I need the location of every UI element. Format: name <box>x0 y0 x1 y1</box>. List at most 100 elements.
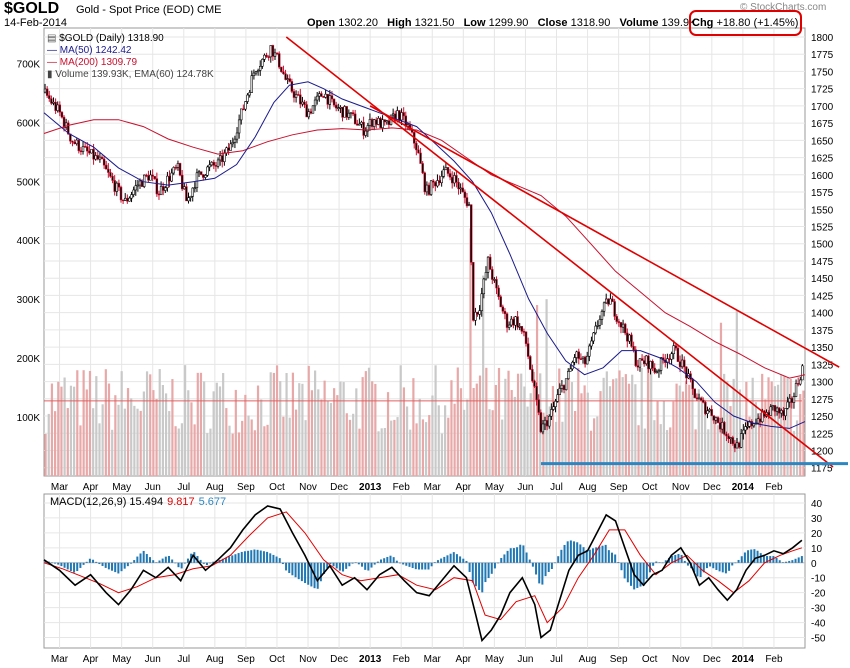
volume-bar <box>710 409 713 476</box>
volume-bar <box>624 374 627 476</box>
candle-body <box>708 409 711 412</box>
histogram-bar <box>351 562 354 564</box>
histogram-bar <box>506 550 509 563</box>
histogram-bar <box>186 558 189 563</box>
candle-body <box>780 410 783 414</box>
macd-x-tick-label: Jun <box>517 654 533 665</box>
macd-x-tick-label: Sep <box>610 654 628 665</box>
histogram-bar <box>417 562 420 570</box>
price-tick-label: 1225 <box>811 429 834 440</box>
volume-bar <box>428 415 431 476</box>
histogram-bar <box>256 549 259 563</box>
candle-body <box>235 132 239 140</box>
histogram-bar <box>332 562 335 567</box>
candle-body <box>469 204 473 263</box>
volume-bar <box>114 395 117 476</box>
histogram-bar <box>130 562 133 564</box>
volume-bar <box>193 424 196 476</box>
volume-bar <box>228 425 231 476</box>
histogram-bar <box>253 549 256 563</box>
candle-body <box>75 139 78 145</box>
candle-body <box>183 186 186 190</box>
price-x-tick-label: May <box>112 482 131 493</box>
candle-body <box>94 155 97 160</box>
candle-body <box>737 442 741 448</box>
histogram-bar <box>250 550 253 563</box>
volume-bar <box>431 395 434 476</box>
candle-body <box>699 397 703 401</box>
candle-body <box>632 346 635 351</box>
candle-body <box>628 334 631 342</box>
histogram-bar <box>737 559 740 563</box>
histogram-bar <box>85 561 88 563</box>
volume-bar <box>485 367 488 476</box>
volume-bar <box>120 371 123 476</box>
histogram-bar <box>535 562 538 575</box>
candle-body <box>307 111 310 118</box>
histogram-bar <box>88 558 91 563</box>
histogram-bar <box>297 562 300 580</box>
candle-body <box>195 172 199 189</box>
candle-body <box>482 278 486 295</box>
histogram-bar <box>519 544 522 563</box>
volume-bar <box>218 386 222 476</box>
histogram-bar <box>376 561 379 563</box>
candle-body <box>718 422 722 430</box>
volume-bar <box>304 420 307 476</box>
volume-bar <box>482 275 485 476</box>
histogram-bar <box>237 553 240 563</box>
volume-bar <box>187 390 190 476</box>
candle-body <box>771 405 775 408</box>
histogram-bar <box>538 562 541 584</box>
candle-body <box>434 182 437 187</box>
volume-bar <box>748 416 751 476</box>
volume-bar <box>180 423 184 476</box>
candle-body <box>334 104 338 109</box>
candle-body <box>488 256 492 270</box>
price-x-tick-label: Dec <box>703 482 721 493</box>
candle-body <box>231 142 235 145</box>
volume-bar <box>199 372 203 476</box>
histogram-bar <box>525 552 528 563</box>
volume-bar <box>434 365 437 476</box>
candle-body <box>240 108 243 121</box>
candle-body <box>284 73 287 80</box>
volume-bar <box>605 371 608 476</box>
volume-bar <box>291 372 295 476</box>
candle-body <box>90 148 93 154</box>
volume-bar <box>107 383 111 476</box>
price-x-tick-label: Aug <box>206 482 224 493</box>
histogram-bar <box>354 562 357 564</box>
candle-body <box>62 116 66 128</box>
candle-body <box>353 113 357 125</box>
legend-volume-text: Volume 139.93K, EMA(60) 124.78K <box>55 69 214 80</box>
price-tick-label: 1525 <box>811 222 834 233</box>
candle-body <box>343 106 346 118</box>
histogram-bar <box>133 560 136 563</box>
volume-bar <box>161 385 165 476</box>
volume-bar <box>453 403 456 476</box>
volume-bar <box>802 390 805 476</box>
volume-bar <box>713 420 716 476</box>
price-x-tick-label: Oct <box>269 482 285 493</box>
histogram-bar <box>554 562 557 564</box>
histogram-value: 5.677 <box>199 496 227 508</box>
macd-x-tick-label: Oct <box>269 654 285 665</box>
histogram-bar <box>664 560 667 563</box>
low-value: 1299.90 <box>488 17 529 29</box>
volume-bar <box>735 310 738 476</box>
histogram-bar <box>117 562 120 574</box>
legend-ma200-text: MA(200) 1309.79 <box>59 57 138 68</box>
price-tick-label: 1375 <box>811 326 834 337</box>
macd-panel: -50 -40 -30 -20 -10 0 10 20 30 40 <box>43 493 826 649</box>
volume-bar <box>307 365 310 476</box>
histogram-bar <box>281 562 284 565</box>
candle-body <box>259 66 262 71</box>
candle-body <box>273 52 277 57</box>
candle-body <box>537 399 540 413</box>
volume-bar <box>450 380 453 476</box>
candle-body <box>168 175 171 182</box>
volume-bar <box>757 416 761 476</box>
volume-bar <box>152 390 155 476</box>
histogram-bar <box>221 558 224 563</box>
